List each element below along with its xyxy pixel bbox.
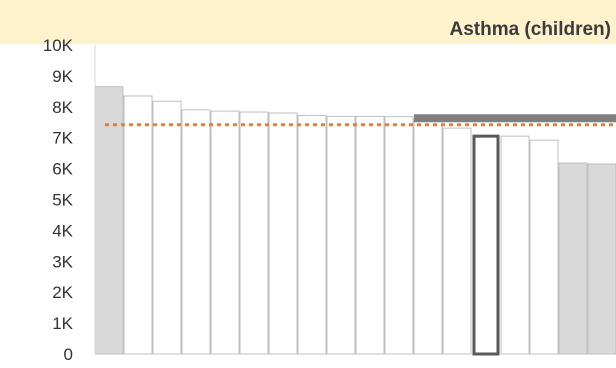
y-tick-label: 10K <box>43 36 74 55</box>
y-tick-label: 8K <box>52 98 73 117</box>
y-tick-label: 0 <box>64 345 73 363</box>
bar-9 <box>326 115 356 355</box>
bar-12 <box>413 118 443 355</box>
y-tick-label: 4K <box>52 221 73 240</box>
y-tick-label: 6K <box>52 160 73 179</box>
y-tick-label: 1K <box>52 314 73 333</box>
y-axis: 0 1K 2K 3K 4K 5K 6K 7K 8K 9K 10K <box>43 36 96 364</box>
y-tick-label: 5K <box>52 191 73 210</box>
bar-18 <box>587 163 616 355</box>
bar-13 <box>442 127 472 355</box>
bar-10 <box>355 115 385 355</box>
bar-15 <box>500 135 530 355</box>
benchmark-band-layer <box>414 114 616 123</box>
y-tick-label: 2K <box>52 283 73 302</box>
chart-title: Asthma (children) <box>449 19 611 40</box>
bar-16 <box>529 139 559 355</box>
y-tick-label: 9K <box>52 67 73 86</box>
bar-4 <box>181 109 211 355</box>
bar-17 <box>558 162 588 355</box>
bar-6 <box>239 111 269 355</box>
bar-7 <box>268 112 298 355</box>
y-tick-label: 3K <box>52 252 73 271</box>
bar-8 <box>297 114 327 355</box>
benchmark-band <box>414 114 616 123</box>
bars <box>94 86 616 356</box>
bar-5 <box>210 110 240 355</box>
title-band <box>0 0 616 44</box>
y-tick-label: 7K <box>52 129 73 148</box>
bar-1 <box>94 86 124 355</box>
bar-11 <box>384 116 414 355</box>
bar-14 <box>472 134 500 356</box>
bar-2 <box>123 95 153 355</box>
bar-3 <box>152 100 182 355</box>
